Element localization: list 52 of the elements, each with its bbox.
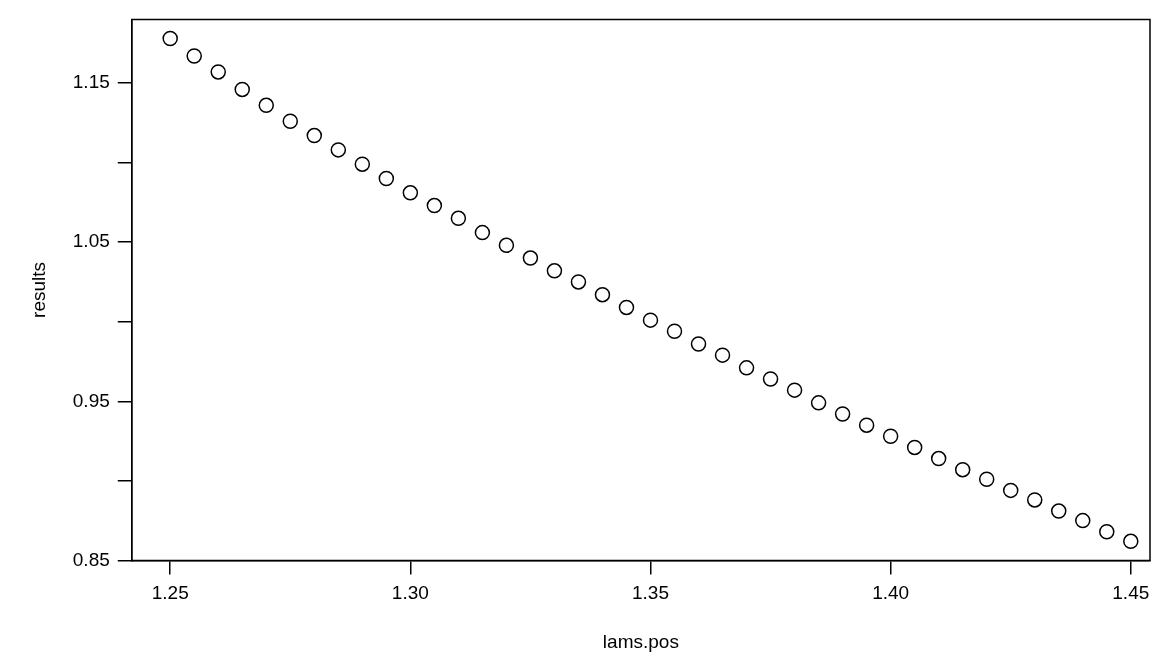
x-tick-label: 1.25 — [151, 582, 189, 604]
point — [834, 406, 851, 422]
point — [162, 30, 178, 47]
point — [666, 323, 683, 340]
point — [762, 371, 779, 387]
x-tick-label: 1.45 — [1112, 582, 1150, 604]
y-tick-label: 0.95 — [72, 389, 110, 411]
point — [234, 81, 250, 98]
point — [642, 312, 659, 328]
point — [618, 299, 635, 316]
point — [1075, 512, 1091, 529]
point — [378, 170, 395, 187]
point — [1002, 482, 1019, 499]
y-axis-title: results — [27, 261, 49, 318]
point — [522, 250, 539, 266]
point — [738, 360, 755, 376]
point — [594, 286, 611, 303]
x-tick-label: 1.35 — [632, 582, 669, 604]
point — [426, 197, 443, 214]
y-tick-label: 0.85 — [72, 548, 110, 570]
point — [546, 263, 563, 279]
point — [210, 64, 226, 80]
point — [474, 224, 491, 241]
point — [858, 417, 875, 433]
point — [786, 382, 803, 398]
point — [282, 113, 299, 129]
point — [714, 347, 731, 363]
point — [690, 336, 707, 352]
point — [810, 395, 827, 411]
point — [1050, 503, 1067, 519]
point — [1099, 524, 1115, 540]
point — [954, 461, 971, 478]
point — [186, 48, 202, 64]
point — [882, 428, 899, 445]
point — [258, 97, 275, 114]
point — [354, 156, 371, 172]
point — [1026, 492, 1043, 508]
point — [978, 471, 995, 487]
point — [450, 210, 467, 227]
y-tick-label: 1.05 — [72, 230, 110, 252]
point — [306, 127, 323, 144]
x-tick-label: 1.40 — [872, 582, 910, 604]
y-tick-label: 1.15 — [72, 71, 110, 93]
point — [498, 237, 515, 254]
point — [930, 450, 947, 467]
x-axis-title: lams.pos — [602, 630, 679, 652]
x-tick-label: 1.30 — [391, 582, 429, 604]
point — [330, 142, 347, 158]
point — [906, 439, 923, 456]
point — [402, 185, 419, 201]
point — [1123, 533, 1139, 550]
point — [570, 274, 587, 290]
